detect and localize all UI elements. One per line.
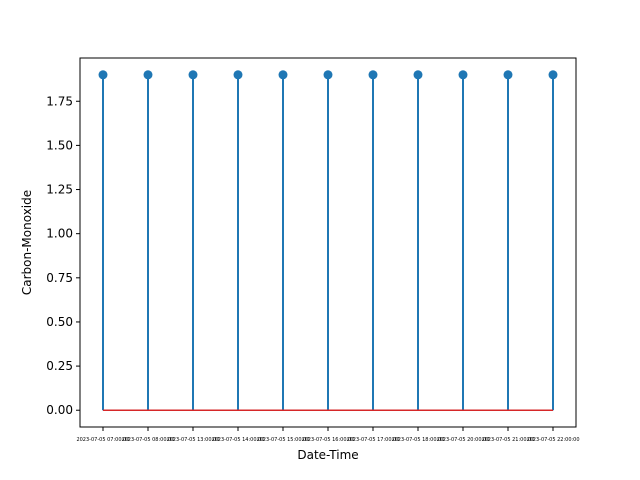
x-tick-label: 2023-07-05 18:00:00 xyxy=(391,437,444,443)
y-tick-label: 1.25 xyxy=(46,183,73,197)
x-tick-label: 2023-07-05 20:00:00 xyxy=(436,437,489,443)
y-tick-label: 0.00 xyxy=(46,403,73,417)
stem-marker xyxy=(458,70,468,80)
x-tick-label: 2023-07-05 21:00:00 xyxy=(481,437,534,443)
y-tick-label: 1.00 xyxy=(46,227,73,241)
x-axis-label: Date-Time xyxy=(297,448,358,462)
x-tick-label: 2023-07-05 17:00:00 xyxy=(346,437,399,443)
x-tick-label: 2023-07-05 14:00:00 xyxy=(211,437,264,443)
x-tick-label: 2023-07-05 22:00:00 xyxy=(526,437,579,443)
y-tick-label: 0.25 xyxy=(46,359,73,373)
stem-markers xyxy=(98,70,558,80)
stem-marker xyxy=(143,70,153,80)
x-tick-label: 2023-07-05 15:00:00 xyxy=(256,437,309,443)
y-axis-ticks: 0.00 0.25 0.50 0.75 1.00 1.25 1.50 1.75 xyxy=(46,94,80,417)
y-axis-label: Carbon-Monoxide xyxy=(20,190,34,295)
x-tick-label: 2023-07-05 13:00:00 xyxy=(166,437,219,443)
stem-marker xyxy=(278,70,288,80)
x-tick-label: 2023-07-05 07:00:00 xyxy=(76,437,129,443)
stem-marker xyxy=(188,70,198,80)
y-tick-label: 0.75 xyxy=(46,271,73,285)
stem-marker xyxy=(233,70,243,80)
stem-marker xyxy=(503,70,513,80)
y-tick-label: 1.50 xyxy=(46,138,73,152)
x-tick-label: 2023-07-05 08:00:00 xyxy=(121,437,174,443)
y-tick-label: 0.50 xyxy=(46,315,73,329)
stem-marker xyxy=(323,70,333,80)
stem-marker xyxy=(368,70,378,80)
stem-marker xyxy=(413,70,423,80)
stem-series xyxy=(102,74,554,411)
x-tick-label: 2023-07-05 16:00:00 xyxy=(301,437,354,443)
stem-marker xyxy=(548,70,558,80)
stem-marker xyxy=(98,70,108,80)
y-tick-label: 1.75 xyxy=(46,94,73,108)
